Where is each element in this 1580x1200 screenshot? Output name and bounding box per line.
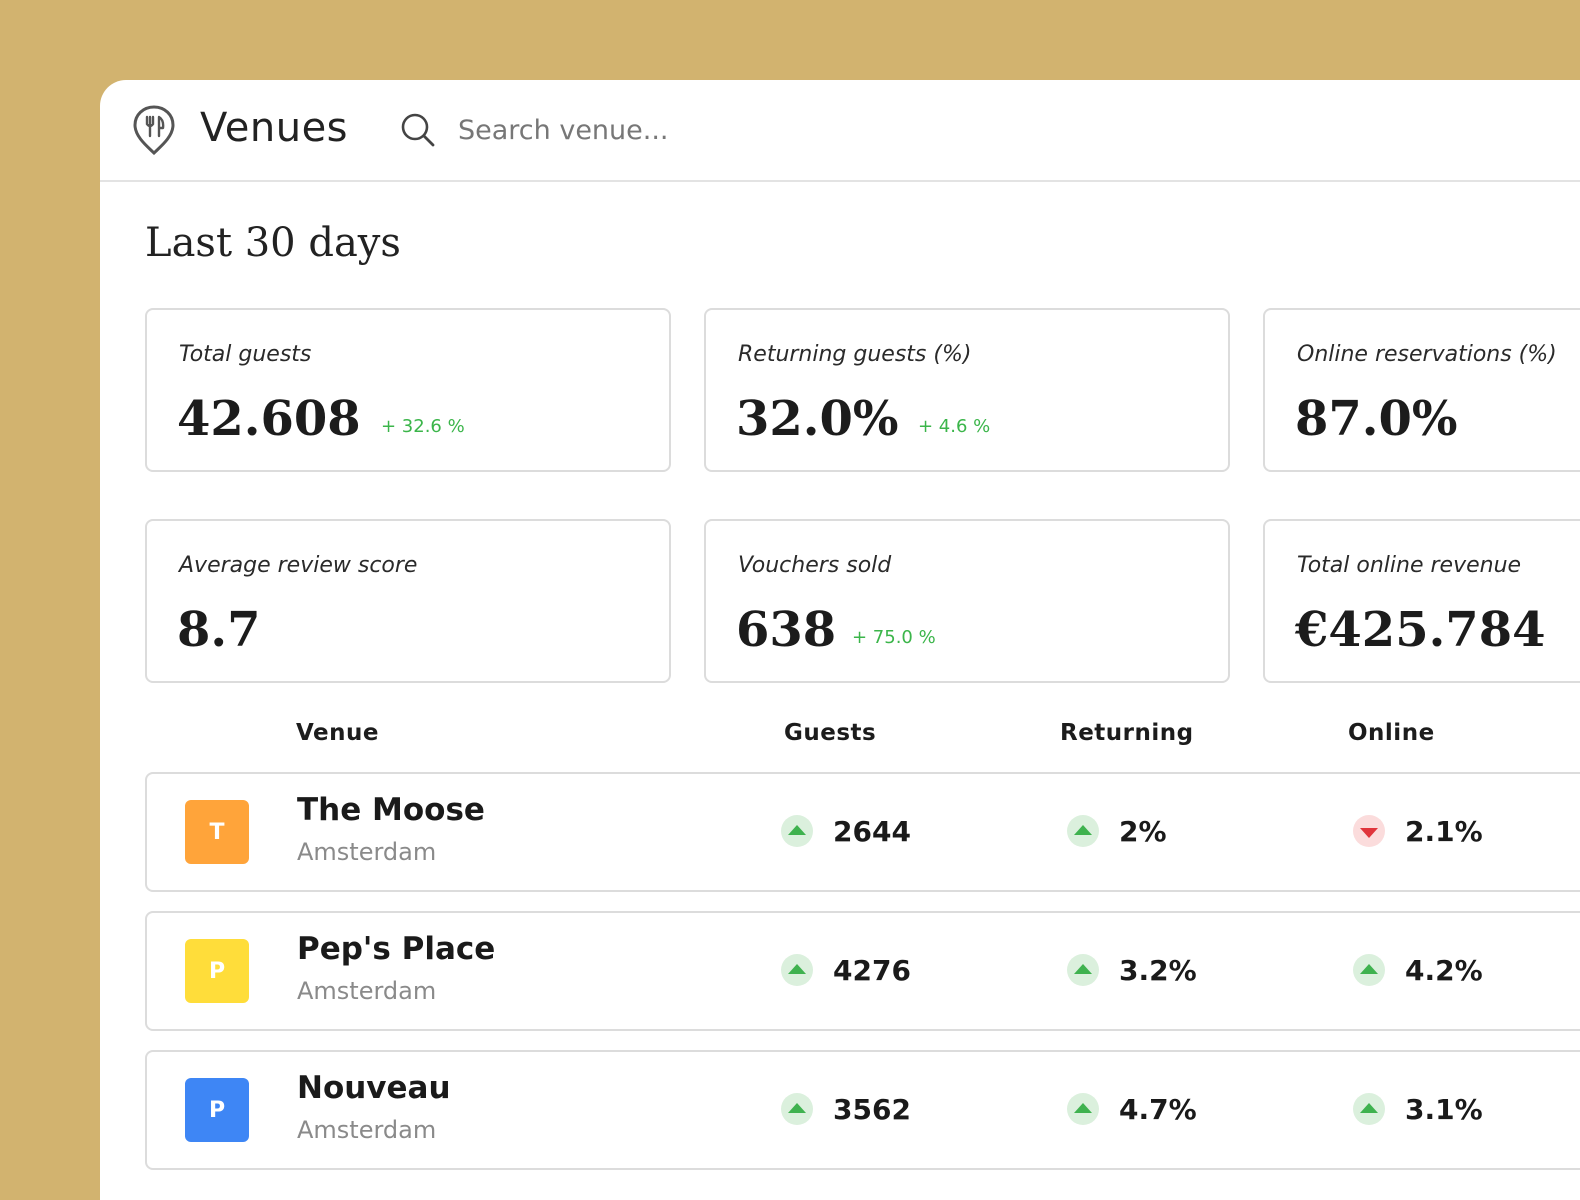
stat-card-average-review: Average review score 8.7 [145,519,671,683]
returning-cell: 4.7% [1067,1092,1197,1126]
online-value: 4.2% [1405,953,1483,987]
guests-value: 2644 [833,814,911,848]
guests-cell: 2644 [781,814,911,848]
trend-up-icon [1353,954,1385,986]
column-header-guests[interactable]: Guests [784,720,877,746]
table-row[interactable]: P Pep's Place Amsterdam 4276 3.2% 4.2% [145,911,1580,1031]
venue-city: Amsterdam [297,1116,437,1144]
stat-card-vouchers-sold: Vouchers sold 638 + 75.0 % [704,519,1230,683]
venue-city: Amsterdam [297,977,437,1005]
column-header-venue[interactable]: Venue [296,720,379,746]
stat-card-returning-guests: Returning guests (%) 32.0% + 4.6 % [704,308,1230,472]
returning-cell: 3.2% [1067,953,1197,987]
guests-cell: 4276 [781,953,911,987]
trend-up-icon [1353,1093,1385,1125]
page-title: Venues [200,105,349,151]
venue-avatar: P [185,939,249,1003]
venue-city: Amsterdam [297,838,437,866]
returning-cell: 2% [1067,814,1167,848]
online-cell: 2.1% [1353,814,1483,848]
trend-up-icon [781,815,813,847]
trend-up-icon [1067,954,1099,986]
stat-card-online-revenue: Total online revenue €425.784 [1263,519,1580,683]
guests-cell: 3562 [781,1092,911,1126]
stat-value: 87.0% [1295,391,1458,447]
trend-up-icon [781,1093,813,1125]
trend-down-icon [1353,815,1385,847]
stat-delta: + 75.0 % [852,627,936,648]
stat-label: Returning guests (%) [738,342,972,367]
search-input[interactable] [458,114,878,146]
search-icon[interactable] [400,112,436,148]
stat-card-total-guests: Total guests 42.608 + 32.6 % [145,308,671,472]
stat-delta: + 4.6 % [918,416,991,437]
trend-up-icon [781,954,813,986]
stat-value: 638 [736,602,837,658]
online-cell: 3.1% [1353,1092,1483,1126]
table-row[interactable]: T The Moose Amsterdam 2644 2% 2.1% [145,772,1580,892]
returning-value: 4.7% [1119,1092,1197,1126]
online-cell: 4.2% [1353,953,1483,987]
stat-value: €425.784 [1295,602,1546,658]
trend-up-icon [1067,1093,1099,1125]
venues-window: Venues Last 30 days Total guests 42.608 … [100,80,1580,1200]
column-header-returning[interactable]: Returning [1060,720,1194,746]
stat-card-online-reservations: Online reservations (%) 87.0% [1263,308,1580,472]
guests-value: 4276 [833,953,911,987]
stat-label: Total guests [179,342,312,367]
returning-value: 2% [1119,814,1167,848]
venue-name[interactable]: The Moose [297,792,485,828]
top-bar: Venues [100,80,1580,182]
venue-avatar: P [185,1078,249,1142]
online-value: 2.1% [1405,814,1483,848]
stat-label: Average review score [179,553,418,578]
stat-value: 8.7 [177,602,261,658]
restaurant-pin-icon [133,105,175,156]
venue-name[interactable]: Nouveau [297,1070,451,1106]
stat-label: Online reservations (%) [1297,342,1557,367]
search-bar[interactable] [400,108,920,152]
online-value: 3.1% [1405,1092,1483,1126]
venue-avatar: T [185,800,249,864]
venue-name[interactable]: Pep's Place [297,931,496,967]
stat-value: 42.608 [177,391,361,447]
guests-value: 3562 [833,1092,911,1126]
column-header-online[interactable]: Online [1348,720,1435,746]
table-row[interactable]: P Nouveau Amsterdam 3562 4.7% 3.1% [145,1050,1580,1170]
stat-value: 32.0% [736,391,899,447]
returning-value: 3.2% [1119,953,1197,987]
period-title: Last 30 days [145,220,401,266]
stat-label: Total online revenue [1297,553,1522,578]
stat-delta: + 32.6 % [381,416,465,437]
stat-label: Vouchers sold [738,553,892,578]
trend-up-icon [1067,815,1099,847]
